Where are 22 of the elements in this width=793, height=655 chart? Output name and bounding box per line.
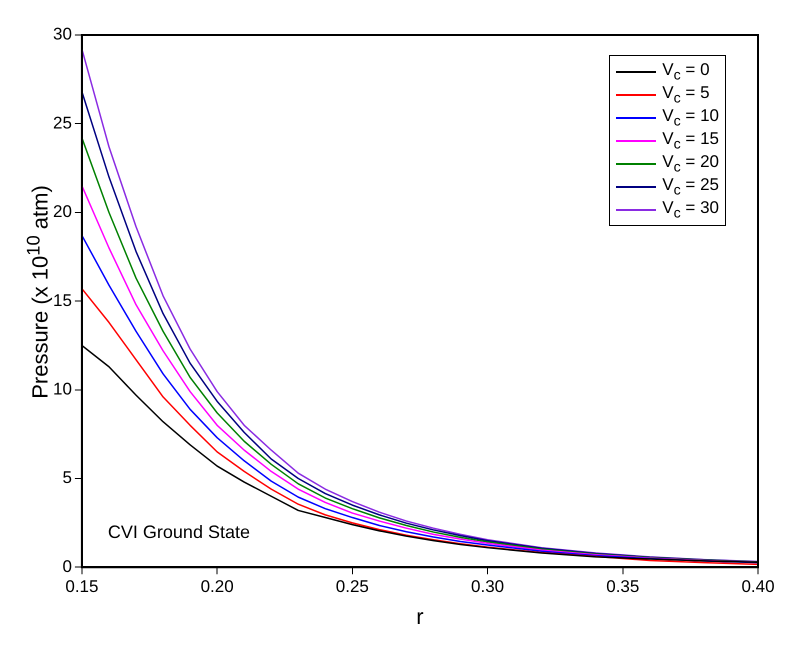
- y-tick-label: 0: [62, 556, 72, 576]
- x-tick-label: 0.35: [606, 577, 640, 596]
- legend-label: V$_{c}$ = 25: [662, 174, 719, 198]
- legend-label: V$_{c}$ = 10: [662, 106, 719, 130]
- legend-label: V$_{c}$ = 0: [662, 60, 710, 84]
- y-tick-label: 5: [62, 468, 72, 488]
- y-tick-label: 30: [52, 24, 72, 44]
- y-tick-label: 20: [52, 202, 72, 222]
- y-tick-label: 15: [52, 290, 72, 310]
- x-tick-label: 0.30: [471, 577, 504, 596]
- y-tick-label: 10: [52, 379, 72, 398]
- x-tick-label: 0.40: [741, 577, 775, 596]
- annotation: CVI Ground State: [108, 522, 250, 544]
- legend-label: V$_{c}$ = 5: [662, 82, 710, 106]
- legend-label: V$_{c}$ = 15: [662, 128, 719, 152]
- x-tick-label: 0.15: [65, 577, 98, 596]
- y-tick-label: 25: [52, 113, 72, 132]
- x-axis-title: r: [416, 604, 424, 629]
- legend-label: V$_{c}$ = 20: [662, 152, 719, 176]
- x-tick-label: 0.20: [200, 577, 234, 596]
- x-tick-label: 0.25: [336, 577, 369, 596]
- legend-label: V$_{c}$ = 30: [662, 198, 719, 222]
